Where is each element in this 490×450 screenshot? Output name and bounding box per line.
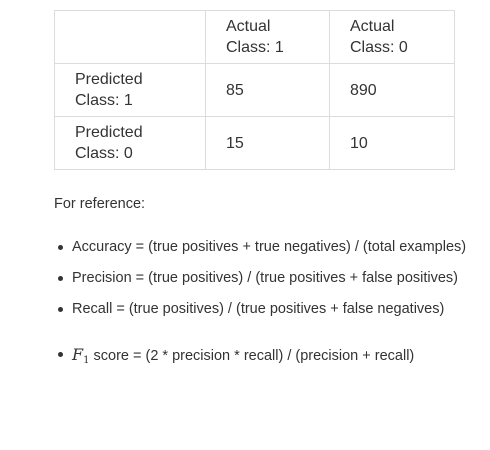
table-corner-cell — [54, 10, 206, 64]
list-item-f1-score: F1 score = (2 * precision * recall) / (p… — [54, 344, 474, 371]
reference-label: For reference: — [54, 196, 146, 212]
table-cell: 890 — [329, 63, 455, 117]
f1-subscript: 1 — [83, 355, 90, 366]
definition-text: Precision = (true positives) / (true pos… — [72, 270, 459, 286]
table-row: Predicted Class: 0 15 10 — [54, 116, 455, 170]
row-label-predicted-class-0: Predicted Class: 0 — [54, 116, 206, 170]
header-line: Class: 0 — [350, 39, 408, 56]
header-actual-class-1: Actual Class: 1 — [205, 10, 330, 64]
table-cell: 85 — [205, 63, 330, 117]
table-row: Predicted Class: 1 85 890 — [54, 63, 455, 117]
bullet-icon — [58, 276, 63, 281]
header-line: Class: 1 — [226, 39, 284, 56]
row-label-line: Predicted — [75, 71, 143, 88]
definition-text: Recall = (true positives) / (true positi… — [72, 301, 445, 317]
definitions-list: Accuracy = (true positives + true negati… — [54, 237, 474, 381]
table-cell: 10 — [329, 116, 455, 170]
list-item-recall: Recall = (true positives) / (true positi… — [54, 299, 474, 320]
table-cell: 15 — [205, 116, 330, 170]
table-header-row: Actual Class: 1 Actual Class: 0 — [54, 10, 455, 64]
bullet-icon — [58, 352, 63, 357]
header-line: Actual — [226, 18, 271, 35]
definition-text: Accuracy = (true positives + true negati… — [72, 239, 467, 255]
list-item-precision: Precision = (true positives) / (true pos… — [54, 268, 474, 289]
row-label-predicted-class-1: Predicted Class: 1 — [54, 63, 206, 117]
row-label-line: Class: 0 — [75, 145, 133, 162]
confusion-matrix-table: Actual Class: 1 Actual Class: 0 Predicte… — [54, 10, 455, 170]
f1-formula-text: score = (2 * precision * recall) / (prec… — [89, 348, 415, 364]
bullet-icon — [58, 245, 63, 250]
list-item-accuracy: Accuracy = (true positives + true negati… — [54, 237, 474, 258]
header-actual-class-0: Actual Class: 0 — [329, 10, 455, 64]
f1-symbol: F — [72, 345, 84, 364]
header-line: Actual — [350, 18, 395, 35]
row-label-line: Predicted — [75, 124, 143, 141]
row-label-line: Class: 1 — [75, 92, 133, 109]
bullet-icon — [58, 307, 63, 312]
